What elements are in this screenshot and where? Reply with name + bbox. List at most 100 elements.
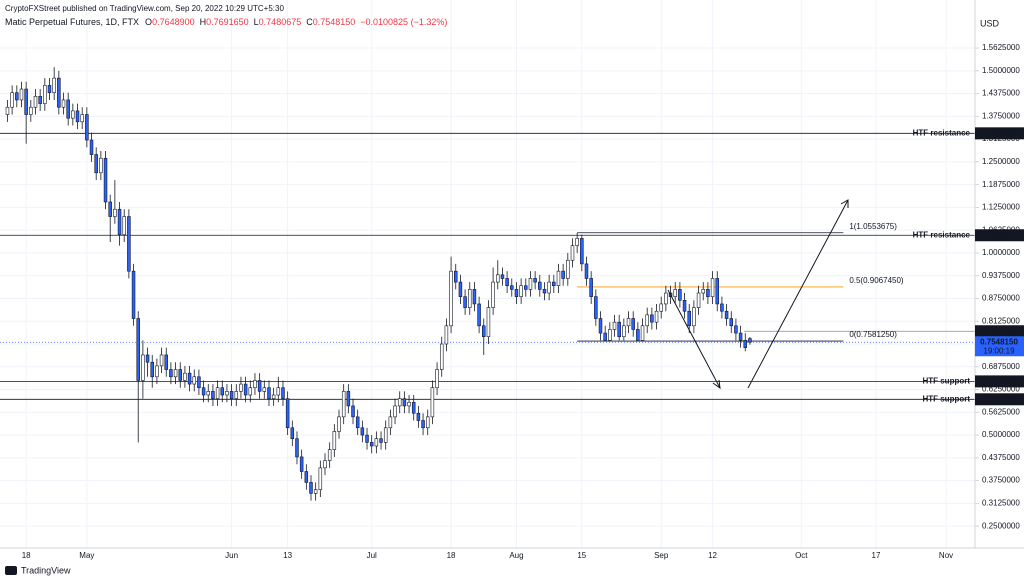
- candle-body: [5, 106, 10, 115]
- y-tick-label: 1.2500000: [982, 157, 1020, 166]
- candle-body: [706, 289, 710, 297]
- candle-body: [192, 376, 197, 385]
- candle-body: [626, 318, 631, 327]
- y-tick-label: 0.5000000: [982, 430, 1020, 439]
- candle-body: [631, 318, 635, 330]
- candle-body: [528, 278, 533, 290]
- x-tick-label: 15: [577, 551, 586, 560]
- y-tick-label: 0.5625000: [982, 407, 1020, 416]
- candle-body: [10, 92, 14, 108]
- y-tick-label: 1.4375000: [982, 89, 1020, 98]
- candle-body: [584, 263, 589, 279]
- candle-body: [594, 296, 598, 319]
- candle-body: [650, 314, 654, 323]
- fib-label: 1(1.0553675): [849, 222, 897, 231]
- candle-body: [150, 361, 154, 378]
- projection-arrow: [667, 289, 721, 389]
- candle-body: [743, 340, 748, 348]
- candle-body: [141, 354, 145, 381]
- y-tick-label: 1.0000000: [982, 248, 1020, 257]
- candle-body: [225, 391, 229, 396]
- candle-body: [38, 96, 42, 104]
- x-tick-label: 17: [872, 551, 881, 560]
- candle-body: [397, 398, 402, 407]
- level-box: [975, 393, 1024, 406]
- candle-body: [80, 114, 84, 123]
- y-tick-label: 0.8750000: [982, 294, 1020, 303]
- candle-body: [458, 281, 463, 297]
- candle-body: [393, 405, 397, 418]
- y-tick-label: 0.6250000: [982, 385, 1020, 394]
- candle-body: [253, 380, 257, 389]
- candle-body: [267, 387, 271, 399]
- candle-body: [552, 281, 556, 287]
- y-tick-label: 1.5625000: [982, 43, 1020, 52]
- candle-body: [145, 354, 150, 363]
- candle-body: [748, 338, 752, 343]
- candle-body: [538, 281, 542, 290]
- candle-body: [645, 314, 649, 327]
- candle-body: [673, 289, 677, 297]
- quote-value: 0.7548150: [313, 17, 356, 27]
- candle-body: [285, 398, 290, 429]
- candle-body: [99, 157, 103, 174]
- brand: TradingView: [21, 565, 71, 575]
- brand-logo: [5, 566, 17, 575]
- candle-body: [486, 307, 491, 338]
- level-label: 0.6473850: [980, 377, 1018, 386]
- price-label: 0.7548150: [980, 337, 1018, 346]
- candle-body: [654, 310, 659, 323]
- candle-body: [435, 369, 439, 389]
- candle-body: [234, 391, 239, 399]
- candle-body: [542, 289, 547, 294]
- quote-label: H: [200, 17, 207, 27]
- candle-body: [547, 281, 551, 294]
- candle-body: [183, 372, 187, 381]
- candle-body: [131, 270, 136, 319]
- x-tick-label: May: [79, 551, 94, 560]
- candle-body: [276, 387, 281, 396]
- x-tick-label: 13: [283, 551, 292, 560]
- y-tick-label: 1.5000000: [982, 66, 1020, 75]
- x-tick-label: 12: [708, 551, 717, 560]
- level-box: [975, 375, 1024, 388]
- candle-body: [332, 431, 337, 450]
- level-name: HTF resistance: [913, 128, 971, 137]
- candle-body: [514, 289, 519, 297]
- axes: 0.2500000 0.3125000 0.3750000 0.4375000 0.50…: [22, 43, 1024, 560]
- candle-body: [570, 245, 575, 261]
- quote-value: 0.7648900: [152, 17, 195, 27]
- quote-value: 0.7691650: [206, 17, 249, 27]
- candle-body: [281, 387, 285, 399]
- candle-body: [720, 303, 724, 312]
- projection-arrow: [747, 199, 849, 389]
- candle-body: [598, 318, 603, 334]
- quote-label: C: [306, 17, 313, 27]
- levels: 1(1.0553675) 0.5(0.9067450) 0(0.7581250): [0, 132, 975, 400]
- candle-body: [94, 154, 98, 174]
- candle-body: [122, 216, 126, 236]
- candle-body: [71, 110, 75, 119]
- candle-body: [248, 387, 253, 396]
- candle-body: [197, 376, 201, 389]
- quote-value: 0.7480675: [259, 17, 302, 27]
- candle-body: [738, 332, 743, 341]
- candle-body: [127, 216, 131, 272]
- candle-body: [729, 318, 733, 327]
- candle-body: [505, 278, 509, 287]
- candle-body: [57, 77, 61, 108]
- candle-body: [696, 292, 701, 308]
- candle-body: [715, 278, 719, 305]
- candle-body: [299, 456, 304, 472]
- candle-body: [449, 270, 453, 327]
- candle-body: [500, 274, 505, 279]
- x-tick-label: Aug: [509, 551, 523, 560]
- candle-body: [374, 438, 379, 447]
- quote-line: Matic Perpetual Futures, 1D, FTX O0.76489…: [5, 17, 447, 27]
- candle-body: [211, 391, 215, 399]
- candle-body: [710, 278, 715, 297]
- candle-body: [640, 325, 645, 341]
- y-tick-label: 0.2500000: [982, 521, 1020, 530]
- level-name: HTF support: [922, 377, 970, 386]
